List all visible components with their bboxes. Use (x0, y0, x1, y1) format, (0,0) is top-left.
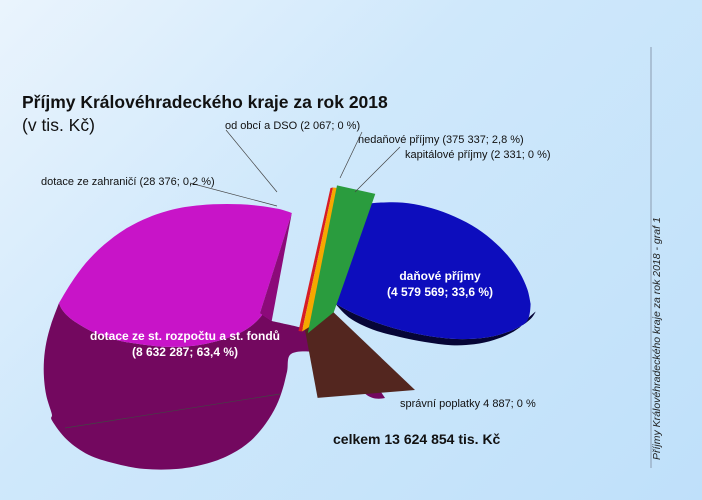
svg-text:kapitálové příjmy (2 331; 0 %): kapitálové příjmy (2 331; 0 %) (405, 149, 551, 161)
svg-text:správní poplatky 4 887; 0 %: správní poplatky 4 887; 0 % (400, 398, 536, 410)
svg-text:(8 632 287; 63,4 %): (8 632 287; 63,4 %) (132, 345, 238, 359)
svg-text:dotace ze st. rozpočtu a st. f: dotace ze st. rozpočtu a st. fondů (90, 329, 280, 343)
svg-text:od obcí a DSO (2 067; 0 %): od obcí a DSO (2 067; 0 %) (225, 120, 360, 132)
svg-text:Příjmy Královéhradeckého kraje: Příjmy Královéhradeckého kraje za rok 20… (651, 217, 663, 460)
svg-text:celkem 13 624 854 tis. Kč: celkem 13 624 854 tis. Kč (333, 431, 501, 447)
svg-text:nedaňové příjmy (375 337; 2,8: nedaňové příjmy (375 337; 2,8 %) (358, 134, 524, 146)
svg-text:daňové příjmy: daňové příjmy (399, 269, 481, 283)
svg-text:Příjmy Královéhradeckého kraje: Příjmy Královéhradeckého kraje za rok 20… (22, 92, 388, 112)
svg-text:(v tis. Kč): (v tis. Kč) (22, 115, 95, 135)
svg-text:(4 579 569; 33,6 %): (4 579 569; 33,6 %) (387, 285, 493, 299)
svg-text:dotace ze zahraničí (28 376; 0: dotace ze zahraničí (28 376; 0,2 %) (41, 176, 215, 188)
